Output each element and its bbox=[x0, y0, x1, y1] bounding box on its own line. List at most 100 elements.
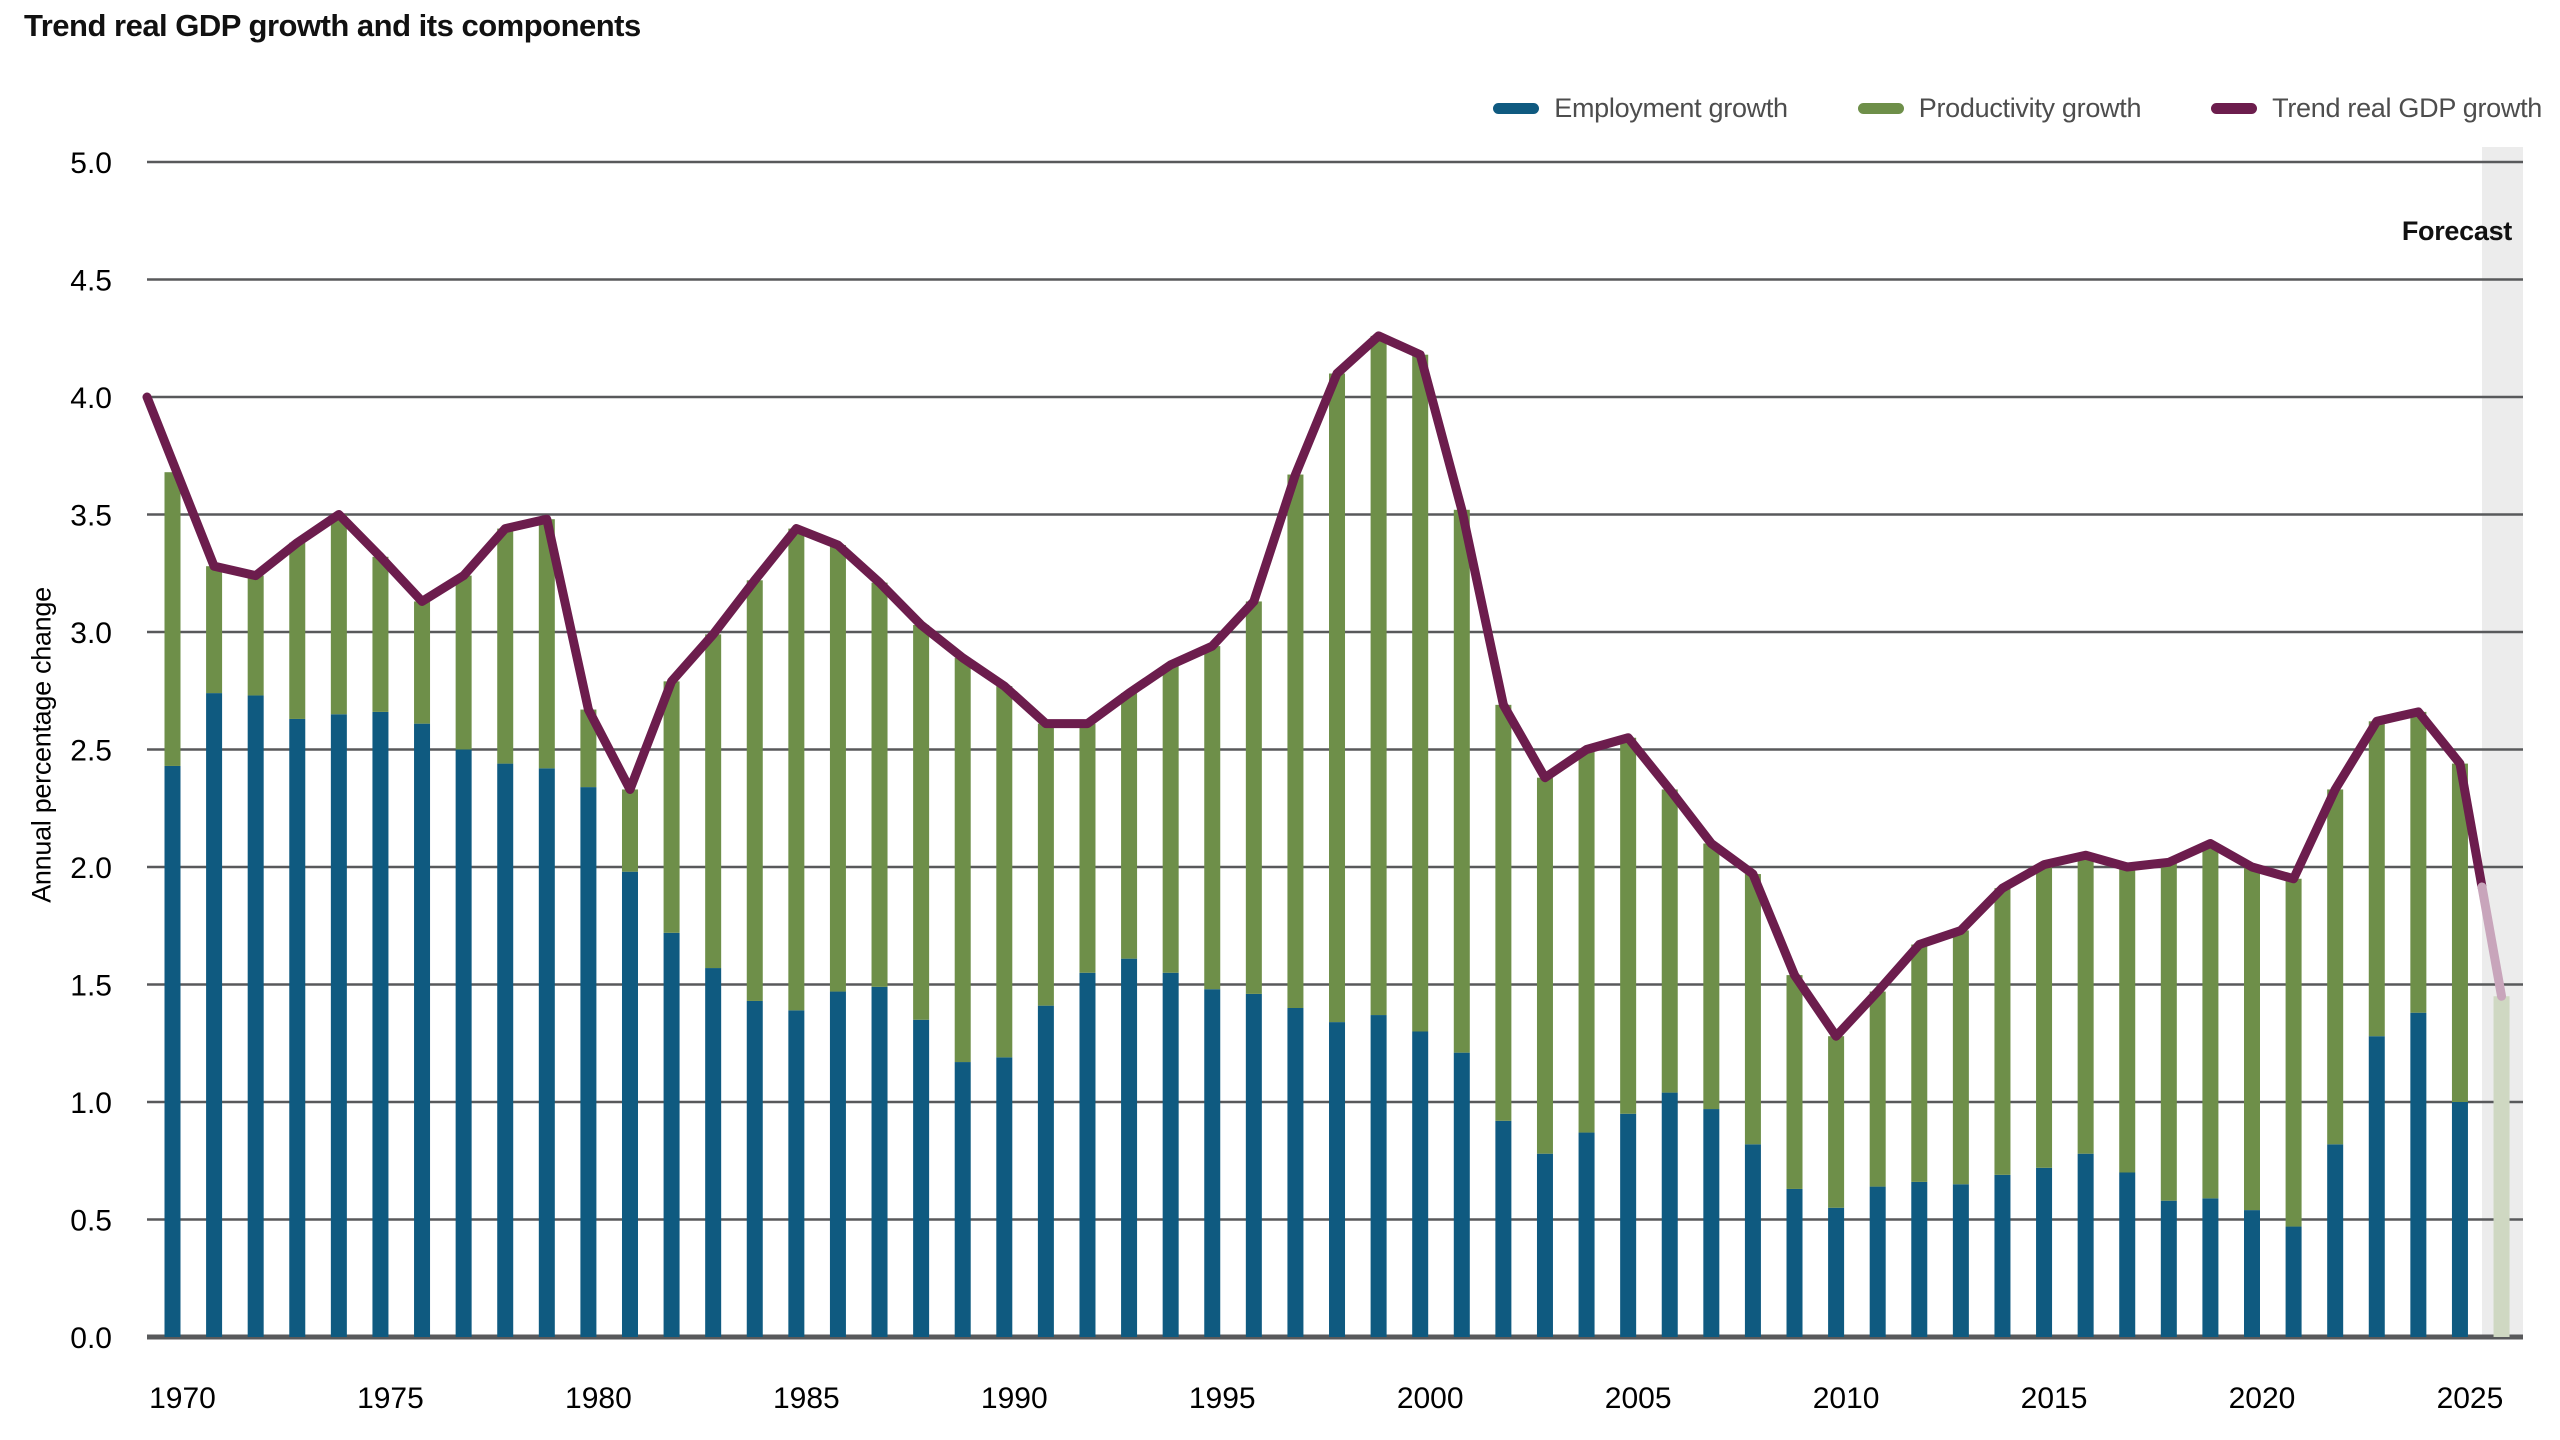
bar-1990-productivity bbox=[996, 686, 1013, 1058]
x-tick-label: 2025 bbox=[2437, 1382, 2504, 1415]
bar-2007-productivity bbox=[1703, 843, 1720, 1110]
legend-label: Productivity growth bbox=[1918, 93, 2142, 123]
bar-2007-employment bbox=[1703, 1109, 1720, 1337]
bar-2016-employment bbox=[2077, 1153, 2094, 1337]
bar-2015-employment bbox=[2036, 1167, 2053, 1337]
bar-1971-employment bbox=[206, 693, 223, 1337]
y-tick-label: 5.0 bbox=[70, 147, 112, 180]
bar-1990-employment bbox=[996, 1057, 1013, 1337]
y-tick-label: 1.5 bbox=[70, 970, 112, 1003]
bar-1992-employment bbox=[1079, 972, 1096, 1337]
bar-2022-productivity bbox=[2327, 789, 2344, 1145]
bar-1980-employment bbox=[580, 787, 597, 1337]
bar-1985-employment bbox=[788, 1010, 805, 1337]
bar-1971-productivity bbox=[206, 566, 223, 694]
bar-2004-employment bbox=[1578, 1132, 1595, 1337]
bar-2003-productivity bbox=[1536, 777, 1553, 1154]
bar-1982-productivity bbox=[663, 681, 680, 933]
x-tick-label: 1980 bbox=[565, 1382, 632, 1415]
bar-1998-productivity bbox=[1329, 373, 1346, 1023]
bar-1998-employment bbox=[1329, 1022, 1346, 1337]
bar-2015-productivity bbox=[2036, 864, 2053, 1168]
bar-2009-employment bbox=[1786, 1188, 1803, 1337]
bar-1980-productivity bbox=[580, 709, 597, 788]
x-tick-label: 1990 bbox=[981, 1382, 1048, 1415]
x-tick-label: 2020 bbox=[2229, 1382, 2296, 1415]
bar-2013-employment bbox=[1952, 1184, 1969, 1337]
bar-1982-employment bbox=[663, 932, 680, 1337]
bar-2018-employment bbox=[2160, 1200, 2177, 1337]
bar-1970-productivity bbox=[164, 472, 181, 766]
legend-label: Employment growth bbox=[1554, 93, 1788, 123]
y-tick-label: 3.0 bbox=[70, 617, 112, 650]
x-tick-label: 1970 bbox=[149, 1382, 216, 1415]
bar-2011-productivity bbox=[1869, 991, 1886, 1187]
bar-2002-productivity bbox=[1495, 704, 1512, 1121]
employment-swatch-icon bbox=[1493, 103, 1540, 114]
bar-1996-employment bbox=[1245, 993, 1262, 1337]
legend-item-productivity: Productivity growth bbox=[1857, 93, 2142, 124]
bar-1983-productivity bbox=[705, 634, 722, 969]
bar-1976-productivity bbox=[414, 601, 431, 724]
y-tick-label: 4.5 bbox=[70, 265, 112, 298]
bar-2006-employment bbox=[1661, 1092, 1678, 1337]
bar-2025-productivity bbox=[2451, 763, 2468, 1102]
bar-2014-employment bbox=[1994, 1174, 2011, 1337]
bar-2005-productivity bbox=[1620, 737, 1637, 1114]
bar-1999-productivity bbox=[1370, 335, 1387, 1016]
legend: Employment growth Productivity growth Tr… bbox=[1493, 93, 2542, 124]
bar-2022-employment bbox=[2327, 1144, 2344, 1337]
bar-1996-productivity bbox=[1245, 601, 1262, 994]
bar-1981-employment bbox=[621, 871, 638, 1337]
x-tick-label: 2000 bbox=[1397, 1382, 1464, 1415]
bar-2010-employment bbox=[1828, 1207, 1845, 1337]
bar-1993-productivity bbox=[1121, 693, 1138, 959]
bar-2009-productivity bbox=[1786, 975, 1803, 1189]
bar-2001-employment bbox=[1453, 1052, 1470, 1337]
bar-1984-employment bbox=[746, 1000, 763, 1337]
legend-item-trend: Trend real GDP growth bbox=[2211, 93, 2542, 124]
x-tick-label: 1995 bbox=[1189, 1382, 1256, 1415]
bar-2016-productivity bbox=[2077, 855, 2094, 1154]
bar-1987-employment bbox=[871, 986, 888, 1337]
bar-1997-productivity bbox=[1287, 474, 1304, 1008]
bar-2023-employment bbox=[2368, 1036, 2385, 1337]
bar-1992-productivity bbox=[1079, 723, 1096, 973]
chart-title: Trend real GDP growth and its components bbox=[24, 8, 641, 43]
y-tick-label: 1.0 bbox=[70, 1087, 112, 1120]
productivity-swatch-icon bbox=[1857, 103, 1904, 114]
bar-2026-forecast bbox=[2493, 996, 2510, 1337]
x-tick-label: 2010 bbox=[1813, 1382, 1880, 1415]
bar-1989-productivity bbox=[954, 657, 971, 1063]
bar-2000-productivity bbox=[1412, 354, 1429, 1032]
bar-1978-employment bbox=[497, 763, 514, 1337]
bar-2003-employment bbox=[1536, 1153, 1553, 1337]
bar-2019-employment bbox=[2202, 1198, 2219, 1337]
y-tick-label: 2.5 bbox=[70, 735, 112, 768]
trend-swatch-icon bbox=[2211, 103, 2258, 114]
y-tick-label: 3.5 bbox=[70, 500, 112, 533]
bar-2021-productivity bbox=[2285, 878, 2302, 1227]
bar-2006-productivity bbox=[1661, 789, 1678, 1093]
bar-1995-employment bbox=[1204, 989, 1221, 1337]
bar-1988-employment bbox=[913, 1019, 930, 1337]
bar-2001-productivity bbox=[1453, 509, 1470, 1053]
bar-1979-productivity bbox=[538, 519, 555, 769]
bar-2021-employment bbox=[2285, 1226, 2302, 1337]
bar-2004-productivity bbox=[1578, 749, 1595, 1133]
bar-1972-employment bbox=[247, 695, 264, 1337]
bar-1975-employment bbox=[372, 711, 389, 1337]
bar-2005-employment bbox=[1620, 1113, 1637, 1337]
legend-label: Trend real GDP growth bbox=[2272, 93, 2542, 123]
bar-2017-employment bbox=[2119, 1172, 2136, 1337]
bar-1978-productivity bbox=[497, 528, 514, 764]
bar-1993-employment bbox=[1121, 958, 1138, 1337]
trend-line bbox=[142, 331, 2487, 1041]
bar-2012-employment bbox=[1911, 1181, 1928, 1337]
bar-2000-employment bbox=[1412, 1031, 1429, 1337]
bar-1999-employment bbox=[1370, 1015, 1387, 1337]
bar-2013-productivity bbox=[1952, 930, 1969, 1185]
y-axis-title: Annual percentage change bbox=[26, 587, 57, 903]
bar-2017-productivity bbox=[2119, 867, 2136, 1173]
